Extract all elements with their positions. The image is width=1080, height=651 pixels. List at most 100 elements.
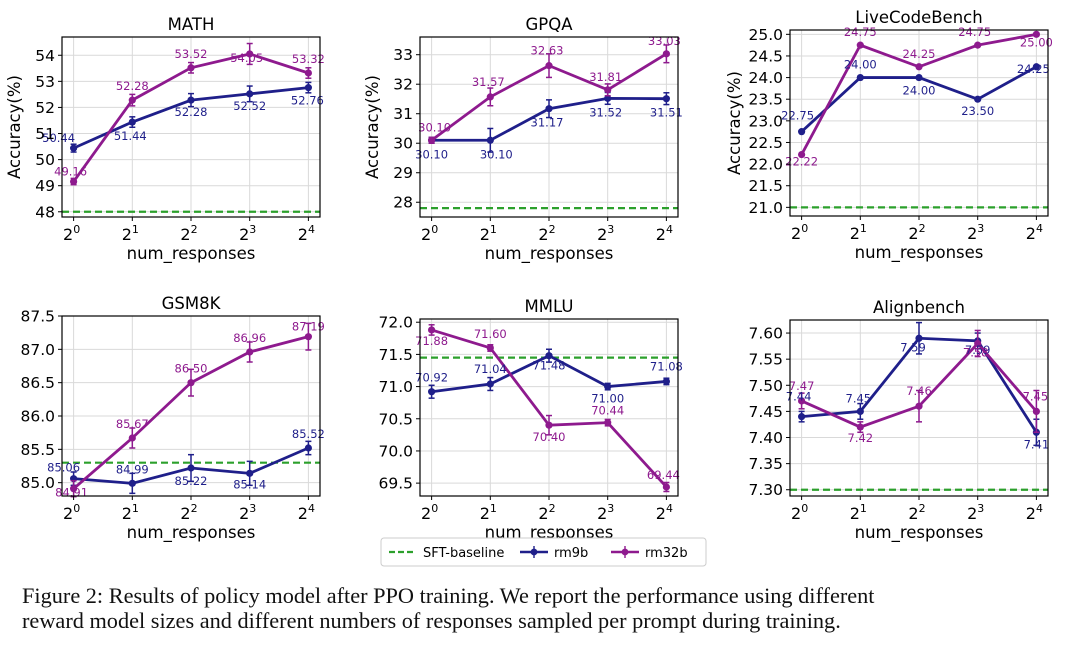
- data-label-rm9b: 85.52: [292, 427, 325, 441]
- data-point-rm9b: [128, 479, 136, 487]
- x-tick-label: 21: [122, 502, 139, 523]
- data-point-rm32b: [545, 421, 553, 429]
- data-point-rm32b: [604, 86, 612, 94]
- y-tick-label: 49: [35, 177, 55, 195]
- x-tick-label: 23: [239, 502, 256, 523]
- data-point-rm32b: [486, 93, 494, 101]
- data-label-rm9b: 24.00: [903, 84, 936, 98]
- data-label-rm32b: 22.22: [785, 155, 818, 169]
- data-point-rm32b: [187, 64, 195, 72]
- data-point-rm32b: [974, 41, 982, 49]
- data-point-rm32b: [304, 333, 312, 341]
- x-tick-label: 21: [850, 222, 867, 243]
- y-tick-label: 30: [393, 135, 413, 153]
- data-point-rm9b: [604, 382, 612, 391]
- data-label-rm9b: 52.76: [291, 94, 324, 108]
- data-label-rm9b: 23.50: [961, 104, 994, 118]
- data-label-rm9b: 7.59: [900, 340, 926, 354]
- data-label-rm32b: 7.42: [848, 431, 874, 445]
- y-tick-label: 7.55: [748, 351, 783, 369]
- y-axis-label: Accuracy(%): [5, 75, 24, 179]
- data-label-rm9b: 31.51: [650, 106, 683, 120]
- y-tick-label: 7.50: [748, 377, 783, 395]
- legend-label-baseline: SFT-baseline: [423, 546, 504, 561]
- x-tick-label: 23: [597, 502, 614, 523]
- data-point-rm32b: [304, 69, 312, 77]
- x-tick-label: 20: [791, 222, 808, 243]
- y-tick-label: 53: [35, 73, 55, 91]
- x-tick-label: 20: [63, 502, 80, 523]
- data-label-rm9b: 7.41: [1024, 437, 1050, 451]
- y-tick-label: 69.5: [378, 475, 413, 493]
- x-tick-label: 23: [597, 223, 614, 244]
- y-tick-label: 22.0: [748, 156, 783, 174]
- y-tick-label: 23.0: [748, 112, 783, 130]
- data-point-rm9b: [304, 444, 312, 452]
- data-label-rm32b: 70.44: [591, 404, 624, 418]
- data-label-rm9b: 71.04: [474, 362, 507, 376]
- data-point-rm9b: [798, 413, 806, 421]
- y-tick-label: 33: [393, 46, 413, 64]
- y-tick-label: 86.5: [20, 374, 55, 392]
- x-tick-label: 24: [656, 223, 673, 244]
- chart-title: Alignbench: [873, 298, 965, 317]
- data-label-rm9b: 70.92: [415, 371, 448, 385]
- data-point-rm32b: [1032, 407, 1040, 415]
- data-label-rm32b: 86.96: [233, 331, 266, 345]
- y-tick-label: 24.5: [748, 47, 783, 65]
- x-tick-label: 22: [180, 223, 197, 244]
- data-point-rm32b: [187, 379, 195, 387]
- data-label-rm32b: 86.50: [175, 362, 208, 376]
- x-tick-label: 23: [967, 222, 984, 243]
- x-axis-label: num_responses: [127, 244, 256, 264]
- data-point-rm32b: [70, 177, 78, 186]
- x-tick-label: 20: [63, 223, 80, 244]
- chart-panel: 85.06 84.99 85.22 85.14 85.52 84.91 85.67 86.50…: [20, 294, 324, 543]
- caption-line-2: reward model sizes and different numbers…: [22, 608, 841, 633]
- legend-label-rm9b: rm9b: [554, 546, 588, 561]
- data-label-rm9b: 52.28: [175, 105, 208, 119]
- y-tick-label: 50: [35, 151, 55, 169]
- data-label-rm32b: 25.00: [1020, 35, 1053, 49]
- y-tick-label: 71.5: [378, 346, 413, 364]
- x-tick-label: 21: [480, 223, 497, 244]
- data-point-rm9b: [856, 407, 864, 415]
- data-point-rm9b: [545, 352, 553, 360]
- x-tick-label: 24: [298, 223, 315, 244]
- data-label-rm32b: 7.47: [789, 379, 815, 393]
- chart-title: GSM8K: [162, 294, 222, 313]
- data-label-rm9b: 71.48: [533, 359, 566, 373]
- data-label-rm9b: 31.52: [589, 105, 622, 119]
- data-label-rm32b: 85.67: [116, 417, 149, 431]
- y-tick-label: 54: [35, 47, 55, 65]
- figure-caption: Figure 2: Results of policy model after …: [22, 583, 1067, 633]
- data-label-rm9b: 50.44: [42, 131, 75, 145]
- y-tick-label: 28: [393, 194, 413, 212]
- data-label-rm9b: 52.52: [233, 99, 266, 113]
- data-point-rm32b: [70, 485, 78, 493]
- data-label-rm32b: 32.63: [531, 44, 564, 58]
- x-tick-label: 23: [967, 502, 984, 523]
- data-label-rm9b: 22.75: [781, 109, 814, 123]
- y-tick-label: 72.0: [378, 314, 413, 332]
- data-label-rm9b: 24.25: [1017, 62, 1050, 76]
- data-point-rm9b: [187, 96, 195, 104]
- data-label-rm9b: 71.08: [650, 359, 683, 373]
- x-tick-label: 22: [538, 502, 555, 523]
- y-tick-label: 71.0: [378, 378, 413, 396]
- data-point-rm32b: [798, 397, 806, 405]
- chart-title: GPQA: [525, 15, 573, 34]
- data-label-rm32b: 53.32: [292, 52, 325, 66]
- caption-line-1: Figure 2: Results of policy model after …: [22, 583, 875, 608]
- x-tick-label: 21: [850, 502, 867, 523]
- data-point-rm9b: [604, 94, 612, 102]
- y-tick-label: 52: [35, 99, 55, 117]
- data-label-rm9b: 85.22: [175, 474, 208, 488]
- data-point-rm32b: [856, 423, 864, 431]
- y-tick-label: 70.5: [378, 410, 413, 428]
- chart-panel: 50.44 51.44 52.28 52.52 52.76 49.16 52.28 53.52…: [5, 15, 325, 264]
- data-label-rm32b: 54.05: [230, 51, 263, 65]
- x-tick-label: 22: [908, 502, 925, 523]
- x-tick-label: 20: [421, 502, 438, 523]
- x-tick-label: 23: [239, 223, 256, 244]
